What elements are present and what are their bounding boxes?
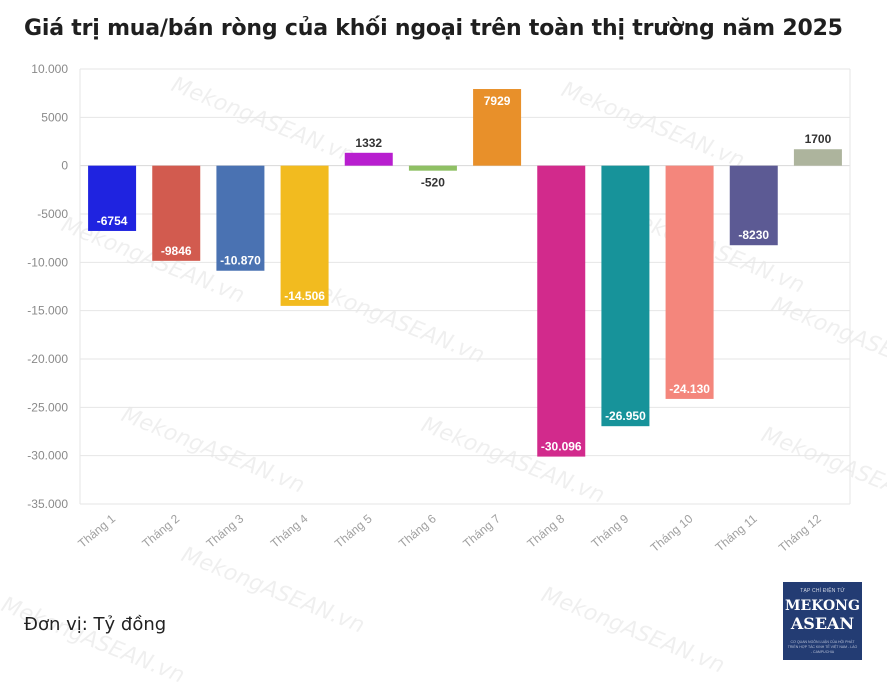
x-tick-label: Tháng 5 [332, 511, 375, 550]
x-tick-label: Tháng 9 [589, 511, 632, 550]
x-tick-label: Tháng 10 [648, 511, 696, 555]
y-tick-label: -10.000 [27, 255, 68, 269]
bar[interactable] [793, 149, 842, 166]
bar-value-label: -10.870 [220, 254, 261, 268]
logo-line2: ASEAN [790, 614, 855, 633]
bar[interactable] [665, 165, 714, 399]
x-tick-label: Tháng 4 [268, 511, 311, 550]
watermark-text: MekongASEAN.vn [118, 402, 308, 498]
watermark-text: MekongASEAN.vn [0, 592, 188, 688]
bar-value-label: -8230 [738, 228, 769, 242]
bar-value-label: -30.096 [541, 440, 582, 454]
bar-value-label: -6754 [97, 214, 128, 228]
mekong-asean-logo: TẠP CHÍ ĐIỆN TỬ MEKONG ASEAN CƠ QUAN NGÔ… [783, 582, 862, 660]
chart-title: Giá trị mua/bán ròng của khối ngoại trên… [24, 16, 843, 41]
x-tick-label: Tháng 2 [139, 511, 182, 550]
watermark-text: MekongASEAN.vn [538, 582, 728, 678]
bar-value-label: -24.130 [669, 382, 710, 396]
x-tick-label: Tháng 3 [204, 511, 247, 550]
logo-small-text: TẠP CHÍ ĐIỆN TỬ [800, 588, 845, 594]
x-tick-label: Tháng 1 [75, 511, 118, 550]
y-tick-label: -20.000 [27, 352, 68, 366]
logo-line1: MEKONG [785, 598, 860, 614]
y-tick-label: -5000 [37, 207, 68, 221]
bar[interactable] [216, 165, 265, 271]
x-tick-label: Tháng 7 [460, 511, 503, 550]
bar-value-label: 1332 [355, 136, 382, 150]
y-tick-label: -25.000 [27, 400, 68, 414]
bar[interactable] [344, 152, 393, 166]
bar-value-label: -9846 [161, 244, 192, 258]
bar[interactable] [152, 165, 201, 261]
y-tick-label: -35.000 [27, 497, 68, 511]
x-tick-label: Tháng 11 [713, 511, 760, 554]
bar[interactable] [280, 165, 329, 306]
bar[interactable] [729, 165, 778, 246]
y-tick-label: -30.000 [27, 449, 68, 463]
bar[interactable] [473, 89, 522, 166]
y-tick-label: 5000 [41, 110, 68, 124]
bar-value-label: -26.950 [605, 409, 646, 423]
bar-value-label: -14.506 [284, 289, 325, 303]
watermark-text: MekongASEAN.vn [168, 72, 358, 168]
logo-tagline: CƠ QUAN NGÔN LUẬN CỦA HỘI PHÁT TRIỂN HỢP… [787, 640, 858, 654]
watermark-text: MekongASEAN.vn [558, 77, 748, 173]
y-tick-label: 10.000 [31, 62, 68, 76]
bar[interactable] [537, 165, 586, 457]
watermark-layer: MekongASEAN.vn MekongASEAN.vnMekongASEAN.… [0, 72, 887, 688]
y-tick-label: 0 [61, 159, 68, 173]
watermark-text: MekongASEAN.vn [178, 542, 368, 638]
x-tick-label: Tháng 8 [524, 511, 567, 550]
bar-value-label: 7929 [484, 94, 511, 108]
y-tick-label: -15.000 [27, 304, 68, 318]
x-tick-label: Tháng 6 [396, 511, 439, 550]
bar-value-label: -520 [421, 176, 445, 190]
bar-value-label: 1700 [805, 132, 832, 146]
bar[interactable] [601, 165, 650, 427]
x-tick-label: Tháng 12 [776, 511, 824, 555]
bar[interactable] [88, 165, 137, 231]
unit-label: Đơn vị: Tỷ đồng [24, 614, 167, 635]
bar[interactable] [408, 165, 457, 171]
watermark-text: MekongASEAN.vn [768, 292, 887, 388]
